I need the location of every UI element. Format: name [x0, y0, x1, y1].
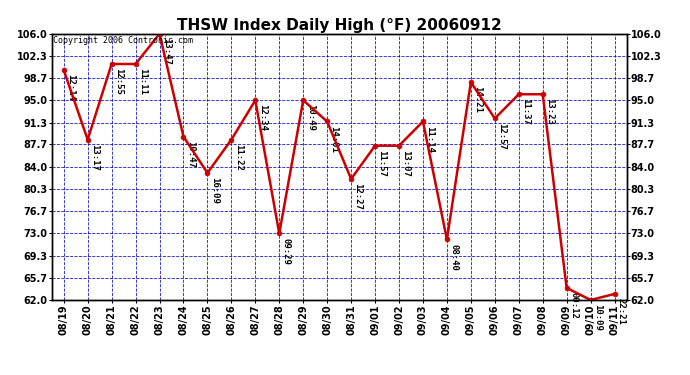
Text: 13:23: 13:23 — [545, 98, 554, 125]
Text: 12:57: 12:57 — [497, 123, 506, 150]
Text: Copyright 2006 Contronic.com: Copyright 2006 Contronic.com — [53, 36, 193, 45]
Text: 14:01: 14:01 — [330, 126, 339, 153]
Text: 13:07: 13:07 — [402, 150, 411, 177]
Text: 10:49: 10:49 — [306, 105, 315, 131]
Text: 11:57: 11:57 — [377, 150, 386, 177]
Text: 10:47: 10:47 — [186, 141, 195, 168]
Text: 00:12: 00:12 — [569, 292, 578, 319]
Text: 14:21: 14:21 — [473, 86, 482, 113]
Text: 22:21: 22:21 — [617, 298, 626, 325]
Text: 13:17: 13:17 — [90, 144, 99, 171]
Text: 12:14: 12:14 — [66, 74, 75, 101]
Text: 13:47: 13:47 — [162, 38, 171, 65]
Text: 10:09: 10:09 — [593, 304, 602, 331]
Text: 12:34: 12:34 — [258, 105, 267, 131]
Title: THSW Index Daily High (°F) 20060912: THSW Index Daily High (°F) 20060912 — [177, 18, 502, 33]
Text: 16:09: 16:09 — [210, 177, 219, 204]
Text: 11:22: 11:22 — [234, 144, 243, 171]
Text: 12:27: 12:27 — [353, 183, 362, 210]
Text: 09:29: 09:29 — [282, 238, 290, 264]
Text: 11:14: 11:14 — [426, 126, 435, 153]
Text: 11:11: 11:11 — [138, 68, 147, 95]
Text: 08:40: 08:40 — [449, 244, 458, 270]
Text: 12:55: 12:55 — [114, 68, 123, 95]
Text: 11:37: 11:37 — [521, 98, 530, 125]
